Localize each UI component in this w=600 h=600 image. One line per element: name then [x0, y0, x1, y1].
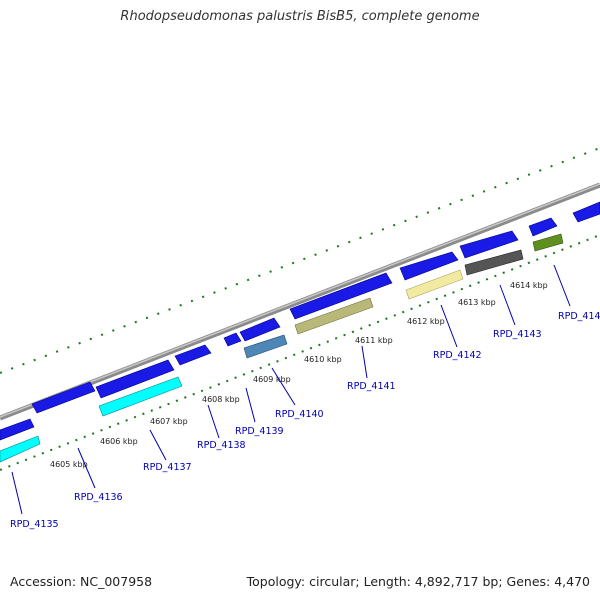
leader-line	[245, 387, 256, 423]
reverse-gene-4137	[98, 376, 183, 417]
leader-line	[440, 304, 458, 348]
kbp-label: 4606 kbp	[100, 437, 138, 446]
gene-label-4138: RPD_4138	[197, 440, 246, 451]
leader-line	[207, 404, 220, 439]
inner-tick-ring	[0, 234, 600, 471]
forward-gene	[95, 359, 175, 399]
kbp-label: 4612 kbp	[407, 317, 445, 326]
forward-gene	[459, 230, 519, 259]
leader-line	[361, 345, 368, 379]
reverse-gene-4144	[532, 233, 564, 252]
forward-gene	[31, 381, 96, 414]
forward-gene	[572, 201, 600, 223]
gene-label-4144: RPD_4144	[558, 311, 600, 322]
reverse-gene-4141	[294, 297, 374, 335]
kbp-label: 4605 kbp	[50, 460, 88, 469]
kbp-label: 4610 kbp	[304, 355, 342, 364]
accession-text: Accession: NC_007958	[10, 574, 153, 589]
leader-line	[499, 284, 516, 326]
gene-label-4140: RPD_4140	[275, 409, 324, 420]
gene-labels: RPD_4135 RPD_4136 RPD_4137 RPD_4138 RPD_…	[10, 311, 600, 530]
forward-gene	[399, 251, 459, 281]
forward-gene	[528, 217, 558, 237]
leader-line	[271, 367, 296, 406]
topology-text: Topology: circular; Length: 4,892,717 bp…	[246, 574, 590, 589]
reverse-gene-4139	[243, 334, 288, 359]
kbp-label: 4613 kbp	[458, 298, 496, 307]
gene-label-4137: RPD_4137	[143, 462, 192, 473]
forward-gene	[223, 332, 242, 347]
forward-gene	[289, 272, 393, 320]
gene-label-4141: RPD_4141	[347, 381, 396, 392]
gene-label-4139: RPD_4139	[235, 426, 284, 437]
reverse-gene-4143	[464, 249, 524, 276]
leader-lines	[11, 264, 571, 515]
gene-label-4135: RPD_4135	[10, 519, 59, 530]
reverse-gene-4135	[0, 435, 41, 463]
kbp-label: 4609 kbp	[253, 375, 291, 384]
forward-gene	[174, 344, 212, 366]
leader-line	[11, 471, 23, 515]
leader-line	[77, 447, 96, 489]
reverse-gene-4142	[405, 269, 464, 300]
gene-label-4143: RPD_4143	[493, 329, 542, 340]
kbp-label: 4608 kbp	[202, 395, 240, 404]
leader-line	[149, 429, 167, 461]
gene-label-4136: RPD_4136	[74, 492, 123, 503]
kbp-labels: 4605 kbp 4606 kbp 4607 kbp 4608 kbp 4609…	[50, 281, 548, 469]
forward-gene	[0, 418, 35, 441]
genome-backbone	[0, 182, 600, 421]
kbp-label: 4611 kbp	[355, 336, 393, 345]
gene-label-4142: RPD_4142	[433, 350, 482, 361]
leader-line	[553, 264, 571, 307]
forward-gene	[239, 317, 281, 342]
forward-genes	[0, 201, 600, 441]
map-title: Rhodopseudomonas palustris BisB5, comple…	[120, 9, 480, 24]
genome-backbone-highlight	[0, 183, 600, 418]
kbp-label: 4607 kbp	[150, 417, 188, 426]
kbp-label: 4614 kbp	[510, 281, 548, 290]
reverse-genes	[0, 233, 564, 463]
